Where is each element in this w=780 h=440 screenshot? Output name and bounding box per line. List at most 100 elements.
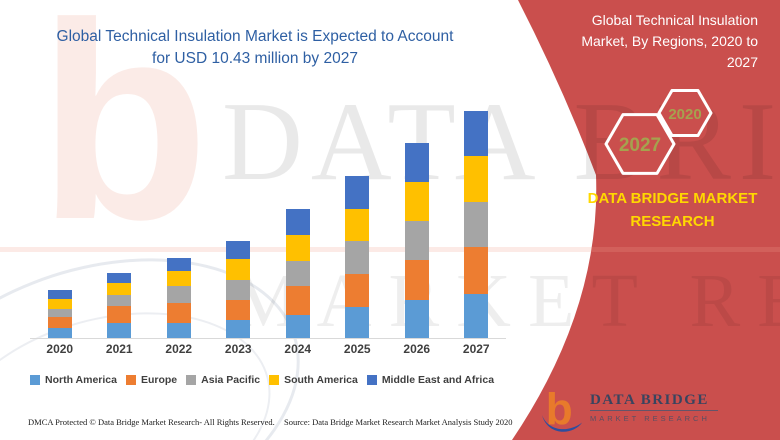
legend-label: South America [284,374,358,386]
chart-title-line1: Global Technical Insulation Market is Ex… [56,28,454,45]
bar-segment-2027 [464,247,489,294]
legend-swatch [186,375,197,385]
bar-segment-2023 [226,319,251,338]
footer-source-text: Source: Data Bridge Market Research Mark… [284,417,513,427]
legend-item: Asia Pacific [186,374,260,386]
bar-segment-2021 [107,272,132,284]
bar-segment-2023 [226,240,251,259]
bar-segment-2025 [345,240,370,275]
year-hexagons: 2020 2027 [604,89,713,175]
bar-segment-2026 [404,142,429,182]
logo-name: DATA BRIDGE [590,392,709,408]
bar-column-2021: 2021 [90,98,150,360]
bar-segment-2027 [464,156,489,202]
bar-segment-2020 [47,328,72,338]
legend-swatch [269,375,280,385]
x-tick-2024: 2024 [284,342,312,356]
legend-label: North America [45,374,117,386]
legend-swatch [366,375,377,385]
chart-title-line2: for USD 10.43 million by 2027 [152,50,358,68]
plot-area: 2020 2021 2022 2023 2024 2025 2026 2027 [30,98,506,360]
legend-label: Europe [140,374,178,386]
bar-segment-2020 [47,289,72,300]
watermark-band [0,247,780,252]
bar-segment-2022 [166,302,191,323]
bar-column-2024: 2024 [268,98,328,360]
bar-segment-2025 [345,274,370,308]
red-swoosh-panel [512,0,780,440]
bar-column-2025: 2025 [328,98,388,360]
bar-segment-2021 [107,283,132,295]
legend-item: Europe [125,374,178,386]
chart-title: Global Technical Insulation Market is Ex… [35,26,475,71]
bar-segment-2024 [285,314,310,338]
bar-segment-2020 [47,308,72,318]
bar-stack-2023 [226,240,251,338]
legend: North America Europe Asia Pacific South Ame… [30,374,535,386]
bar-segment-2026 [404,259,429,300]
bar-segment-2025 [345,307,370,338]
bar-segment-2020 [47,317,72,329]
x-tick-2022: 2022 [165,342,193,356]
legend-swatch [125,375,136,385]
logo-text-block: DATA BRIDGE MARKET RESEARCH [590,392,718,423]
x-tick-2021: 2021 [105,342,133,356]
hexagon-2020 [657,89,713,137]
bar-segment-2026 [404,220,429,260]
bar-column-2023: 2023 [209,98,269,360]
logo-b-glyph: b [546,386,573,434]
brand-text-line1: DATA BRIDGE MARKET [587,190,758,207]
bar-segment-2022 [166,271,191,287]
bar-segment-2024 [285,261,310,287]
watermark-text-market-research: MARKET RESEARCH [232,259,780,343]
bar-segment-2021 [107,323,132,338]
bar-stack-2026 [404,142,429,338]
logo-underline [590,410,718,411]
legend-item: Middle East and Africa [366,374,494,386]
x-tick-2026: 2026 [403,342,431,356]
hexagon-2020-label: 2020 [668,106,701,123]
bar-stack-2020 [47,289,72,338]
footer-dmca-text: DMCA Protected © Data Bridge Market Rese… [28,417,275,427]
legend-swatch [30,375,40,385]
hexagon-2027 [604,113,676,175]
bar-column-2020: 2020 [30,98,90,360]
sidebar-title-line1: Global Technical Insulation [591,12,758,28]
sidebar-title: Global Technical Insulation Market, By R… [538,10,758,73]
bar-segment-2021 [107,306,132,324]
bar-stack-2027 [464,111,489,338]
bar-segment-2022 [166,322,191,338]
bar-segment-2026 [404,299,429,338]
bar-segment-2020 [47,299,72,309]
legend-label: Asia Pacific [201,374,261,386]
brand-text: DATA BRIDGE MARKET RESEARCH [560,188,780,233]
bar-segment-2023 [226,258,251,280]
dbmr-logo: b DATA BRIDGE MARKET RESEARCH [538,384,753,438]
x-tick-2027: 2027 [462,342,490,356]
bar-segment-2021 [107,294,132,307]
bar-segment-2024 [285,208,310,235]
watermark-logo-letter: b [38,0,210,278]
bar-segment-2027 [464,111,489,157]
bar-stack-2025 [345,175,370,338]
x-tick-2020: 2020 [46,342,74,356]
bar-segment-2023 [226,299,251,320]
bar-segment-2022 [166,257,191,272]
x-tick-2023: 2023 [224,342,252,356]
bar-stack-2024 [285,208,310,338]
logo-swoosh [541,414,583,432]
legend-item: North America [30,374,117,386]
bar-stack-2022 [166,257,191,338]
bar-stack-2021 [107,272,132,338]
dbmr-logo-mark: b [541,386,583,434]
bar-column-2027: 2027 [447,98,507,360]
bar-segment-2023 [226,279,251,300]
brand-text-line2: RESEARCH [630,212,715,230]
bar-segment-2026 [404,181,429,221]
x-tick-2025: 2025 [343,342,371,356]
sidebar-title-line2: Market, By Regions, 2020 to [581,33,758,49]
sidebar-title-line3: 2027 [726,54,758,70]
bar-segment-2024 [285,286,310,315]
bar-segment-2024 [285,234,310,262]
